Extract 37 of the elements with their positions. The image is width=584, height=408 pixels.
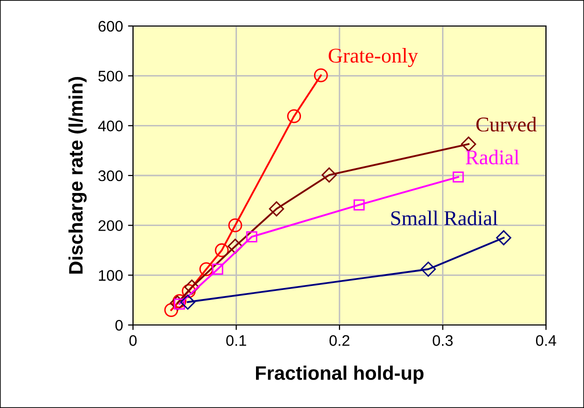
y-axis-title: Discharge rate (l/min) xyxy=(68,77,87,274)
x-tick-label: 0.2 xyxy=(329,335,350,346)
point xyxy=(184,280,200,295)
point xyxy=(228,218,242,232)
point xyxy=(496,230,512,246)
y-tick-label: 400 xyxy=(98,120,123,132)
point xyxy=(452,171,464,183)
y-tick-label: 100 xyxy=(98,270,123,281)
x-tick-label: 0.4 xyxy=(536,335,556,346)
y-tick-label: 500 xyxy=(98,70,123,82)
y-tick-label: 200 xyxy=(98,220,123,232)
series-label: Radial xyxy=(466,150,520,164)
y-tick-label: 300 xyxy=(98,170,123,182)
point xyxy=(170,296,185,311)
point xyxy=(322,167,337,183)
point xyxy=(214,243,229,258)
point xyxy=(212,264,224,275)
x-tick-label: 0.1 xyxy=(226,335,246,346)
point xyxy=(182,284,196,298)
point xyxy=(354,199,365,210)
point xyxy=(172,294,186,308)
point xyxy=(164,303,178,317)
point xyxy=(420,262,436,277)
x-tick-label: 0.3 xyxy=(432,335,453,346)
point xyxy=(287,109,302,124)
y-tick-label: 0 xyxy=(115,320,123,331)
x-axis-title: Fractional hold-up xyxy=(256,366,424,384)
point xyxy=(314,68,328,82)
series-label: Curved xyxy=(476,116,537,132)
y-tick-label: 600 xyxy=(98,20,123,32)
x-tick-label: 0 xyxy=(129,335,137,346)
point xyxy=(180,294,196,310)
point xyxy=(199,262,214,276)
point xyxy=(268,201,284,216)
point xyxy=(246,231,258,242)
series-label: Grate-only xyxy=(328,48,418,67)
series-label: Small Radial xyxy=(391,210,498,226)
